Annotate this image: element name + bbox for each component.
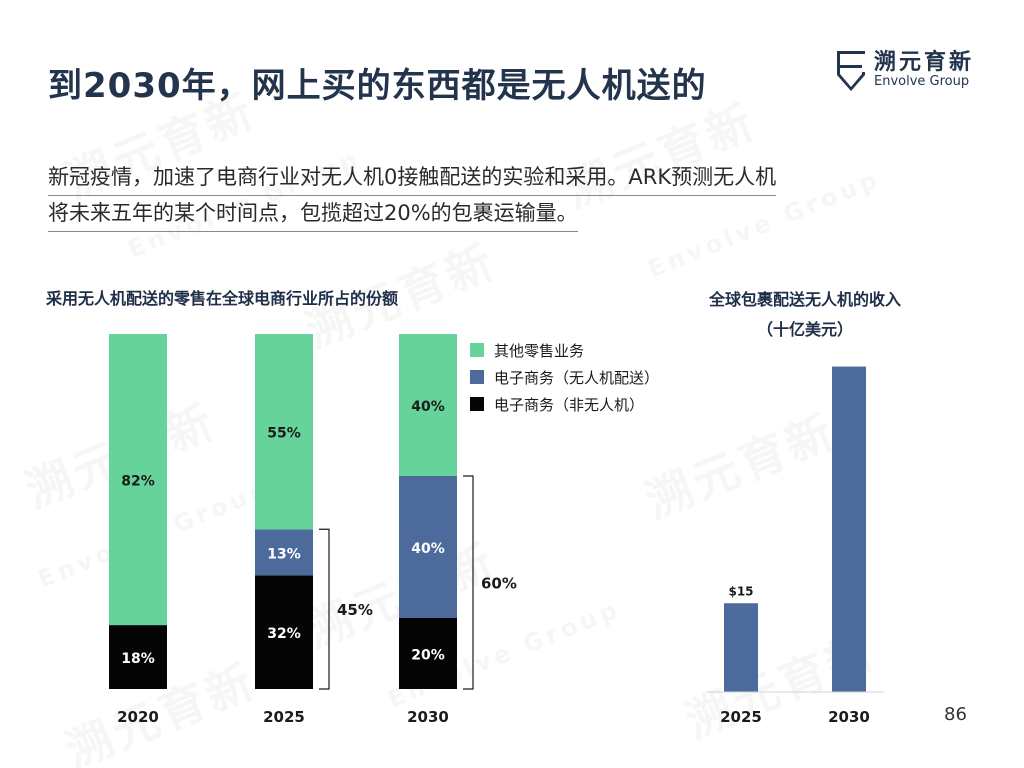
bar-segment (109, 334, 167, 626)
revenue-bar (724, 603, 758, 692)
bar-value-label: 55% (267, 426, 301, 442)
lead-paragraph: 新冠疫情，加速了电商行业对无人机0接触配送的实验和采用。ARK预测无人机 将未来… (48, 160, 968, 232)
bracket-line (319, 528, 330, 690)
shield-e-logo-icon (837, 51, 865, 91)
legend-swatch (470, 370, 484, 384)
x-tick-label: 2030 (828, 708, 870, 726)
bar-value-label: 20% (411, 648, 445, 664)
legend-swatch (470, 397, 484, 411)
slide-title: 到2030年，网上买的东西都是无人机送的 (48, 66, 707, 106)
logo-name-en: Envolve Group (874, 74, 970, 89)
bracket-label: 60% (481, 575, 517, 593)
bar-segment (109, 625, 167, 689)
x-tick-label: 2020 (117, 708, 159, 726)
revenue-bar-label: $15 (728, 584, 753, 598)
bar-value-label: 32% (267, 626, 301, 642)
revenue-bar (832, 366, 866, 692)
logo-name-cn: 溯元育新 (874, 50, 975, 75)
bar-segment (255, 575, 313, 689)
x-tick-label: 2030 (407, 708, 449, 726)
bar-value-label: 18% (121, 651, 155, 667)
legend-label: 电子商务（无人机配送） (494, 369, 659, 387)
legend-label: 电子商务（非无人机） (494, 396, 644, 414)
bracket-label: 45% (337, 601, 373, 619)
bar-segment (255, 334, 313, 530)
x-tick-label: 2025 (263, 708, 305, 726)
legend-label: 其他零售业务 (494, 342, 584, 360)
bar-value-label: 40% (411, 399, 445, 415)
right-chart-title: 全球包裹配送无人机的收入 （十亿美元） (660, 285, 950, 345)
bracket-line (463, 475, 474, 690)
legend-swatch (470, 343, 484, 357)
bar-value-label: 82% (121, 474, 155, 490)
lead-line-2: 将未来五年的某个时间点，包揽超过20%的包裹运输量。 (48, 196, 578, 232)
bar-segment (399, 334, 457, 476)
company-logo: 溯元育新 Envolve Group (834, 44, 984, 100)
right-chart-title-main: 全球包裹配送无人机的收入 (708, 290, 901, 309)
left-chart-title: 采用无人机配送的零售在全球电商行业所占的份额 (46, 289, 399, 308)
bar-value-label: 40% (411, 541, 445, 557)
bar-segment (399, 476, 457, 618)
bar-segment (255, 529, 313, 576)
x-tick-label: 2025 (720, 708, 762, 726)
bar-segment (399, 618, 457, 689)
right-chart-subtitle: （十亿美元） (756, 320, 853, 339)
page-number: 86 (944, 704, 967, 725)
bar-value-label: 13% (267, 546, 301, 562)
